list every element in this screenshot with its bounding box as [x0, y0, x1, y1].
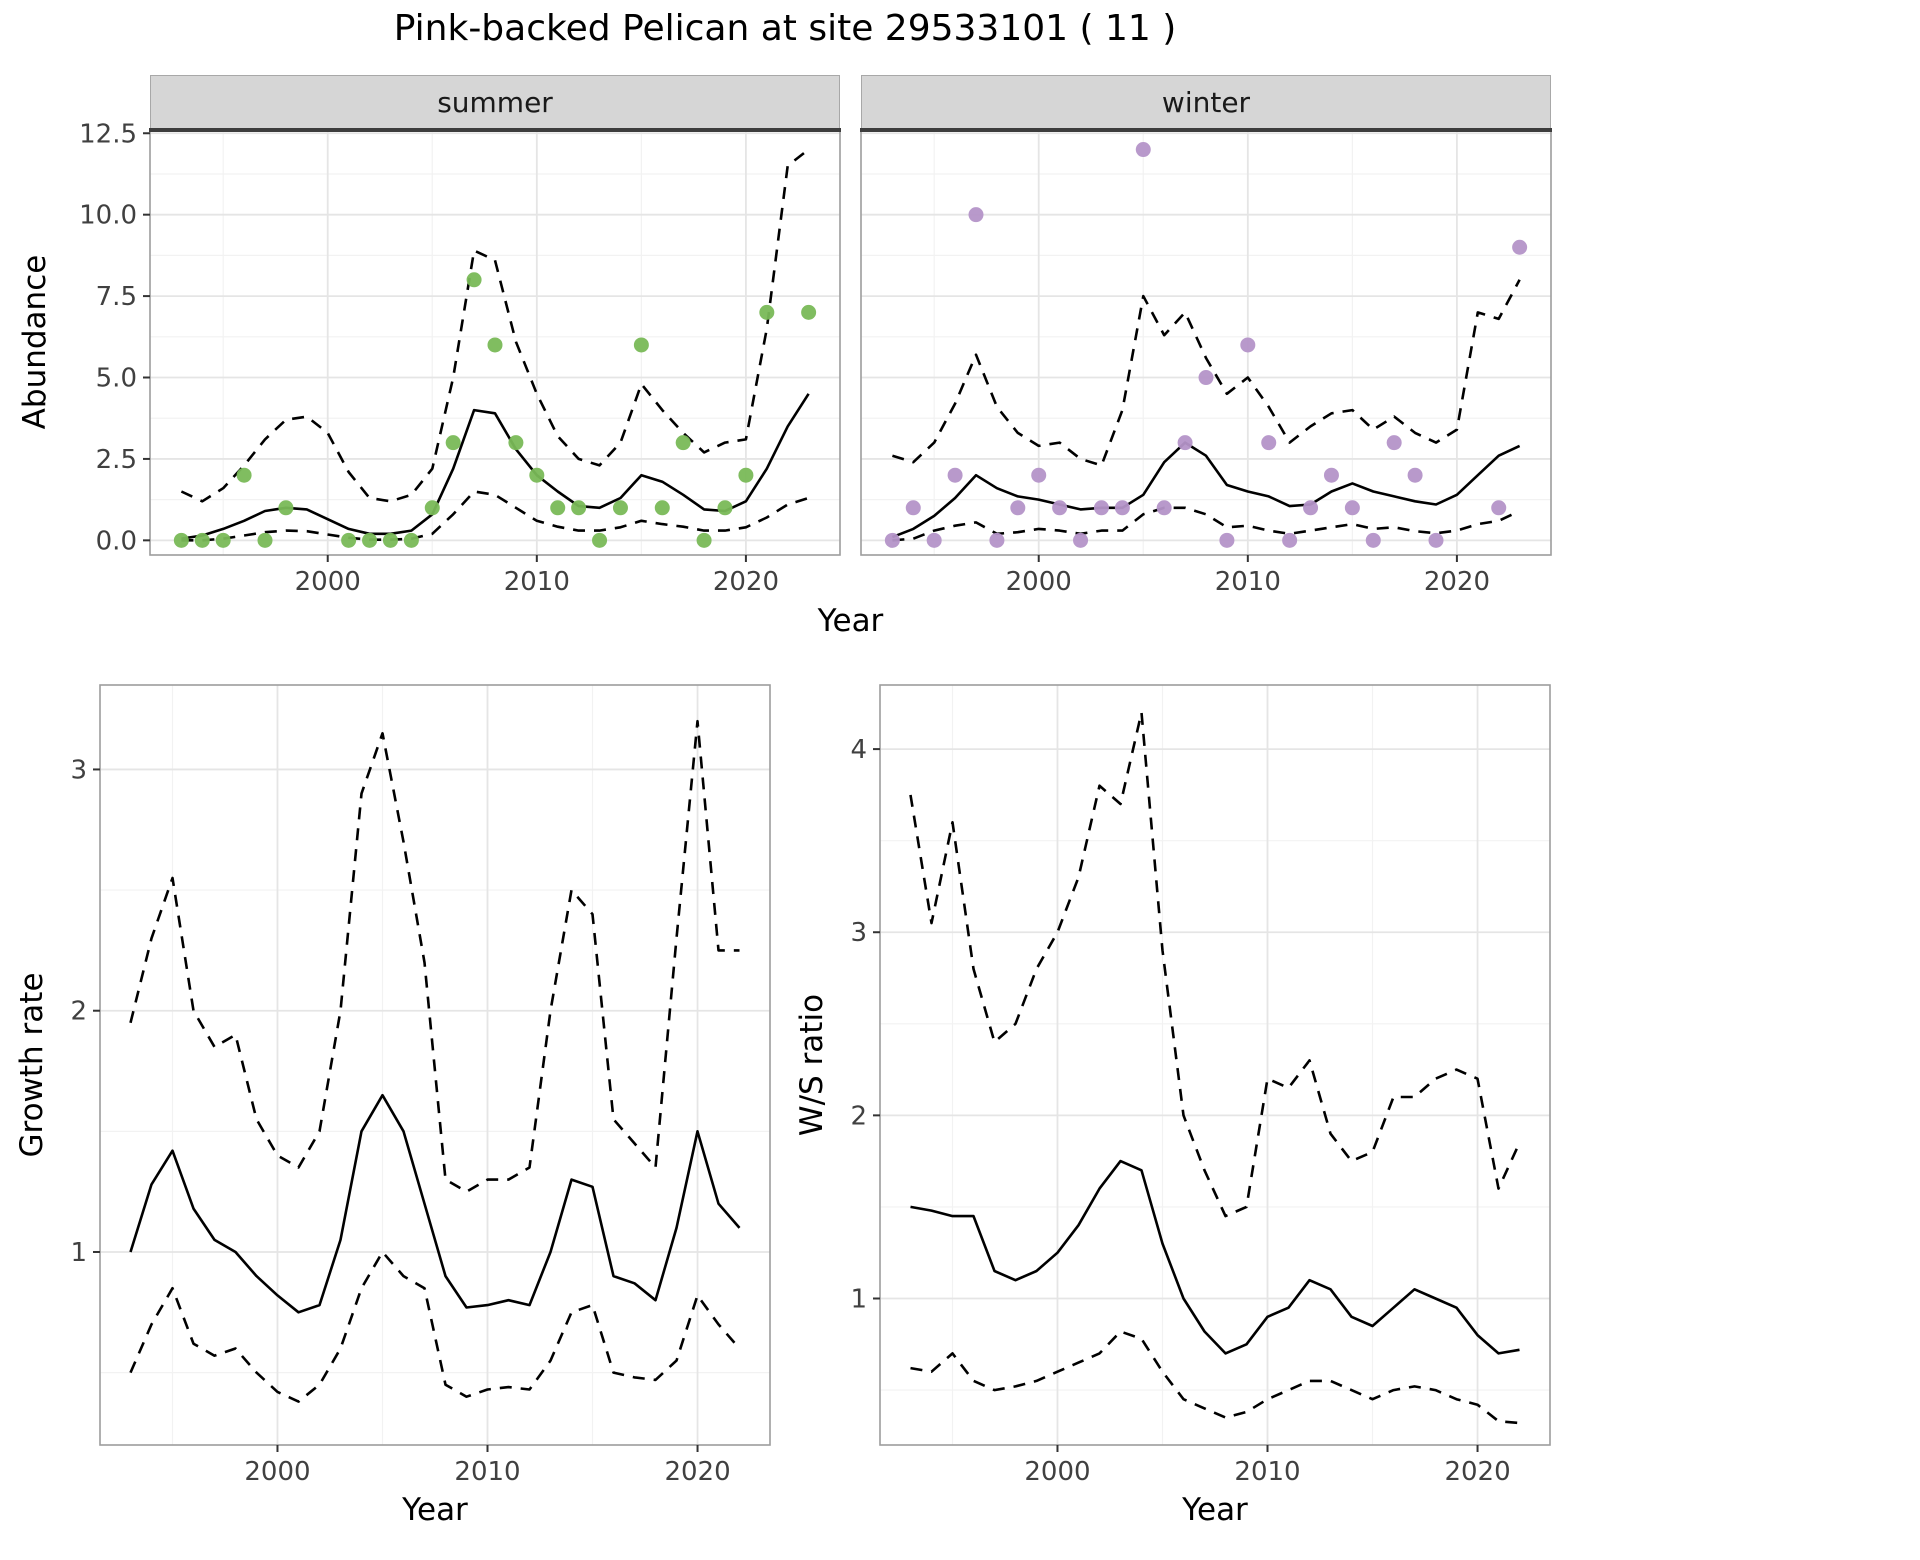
- upper-ci-line: [129, 719, 740, 1193]
- y-tick-label: 1: [850, 1284, 867, 1314]
- y-tick-label: 12.5: [79, 123, 137, 149]
- x-tick-label: 2000: [1006, 567, 1072, 597]
- lower-ci-line: [910, 1330, 1520, 1425]
- y-tick-label: 2: [70, 997, 87, 1027]
- abundance-winter-panel: 2000 2010 2020: [860, 128, 1552, 597]
- upper-ci-line: [180, 148, 810, 503]
- lower-ci-line: [129, 1250, 741, 1403]
- abundance-summer-panel: 2000 2010 2020 0.0 2.5 5.0 7.5 10.0 12.5: [79, 123, 841, 597]
- ws-ratio-panel: 2000 2010 2020 1 2 3 4: [850, 684, 1551, 1487]
- panel-border: [879, 684, 1551, 1446]
- x-tick-label: 2010: [504, 567, 570, 597]
- growth-rate-panel: 2000 2010 2020 1 2 3: [70, 684, 771, 1487]
- chart-title: Pink-backed Pelican at site 29533101 ( 1…: [393, 8, 1177, 49]
- x-tick-label: 2020: [713, 567, 779, 597]
- x-tick-label: 2000: [295, 567, 361, 597]
- y-tick-label: 3: [850, 918, 867, 948]
- x-tick-label: 2000: [1024, 1457, 1090, 1487]
- facet-label-summer: summer: [437, 86, 553, 119]
- y-tick-label: 4: [850, 735, 867, 765]
- x-tick-label: 2010: [1215, 567, 1281, 597]
- facet-strip-winter: winter: [861, 75, 1551, 130]
- gridlines: [150, 130, 840, 555]
- y-tick-label: 2.5: [96, 445, 137, 475]
- panel-background: [861, 130, 1551, 555]
- panel-background: [880, 685, 1550, 1445]
- x-tick-label: 2010: [1234, 1457, 1300, 1487]
- y-tick-label: 0.0: [96, 526, 137, 556]
- ws-ratio-x-axis-label: Year: [1182, 1492, 1248, 1528]
- y-tick-label: 7.5: [96, 282, 137, 312]
- x-tick-label: 2010: [454, 1457, 520, 1487]
- facet-strip-summer: summer: [150, 75, 840, 130]
- fit-line: [891, 441, 1521, 539]
- panel-border: [99, 684, 771, 1446]
- abundance-x-axis-label: Year: [817, 603, 884, 639]
- y-tick-label: 10.0: [79, 201, 137, 231]
- x-tick-label: 2020: [1424, 567, 1490, 597]
- growth-rate-y-axis-label: Growth rate: [14, 972, 50, 1158]
- y-tick-label: 2: [850, 1101, 867, 1131]
- fit-line: [129, 1093, 741, 1314]
- facet-label-winter: winter: [1161, 86, 1251, 119]
- lower-ci-line: [181, 490, 809, 542]
- observation-points: [173, 272, 817, 548]
- x-tick-label: 2020: [664, 1457, 730, 1487]
- gridlines: [100, 685, 770, 1445]
- abundance-y-axis-label: Abundance: [17, 254, 53, 430]
- ws-ratio-y-axis-label: W/S ratio: [794, 993, 830, 1137]
- fit-line: [910, 1159, 1520, 1355]
- y-tick-label: 5.0: [96, 364, 137, 394]
- observation-points: [884, 142, 1528, 548]
- gridlines: [880, 685, 1550, 1445]
- y-tick-label: 1: [70, 1238, 87, 1268]
- upper-ci-line: [892, 279, 1521, 467]
- upper-ci-line: [909, 711, 1521, 1218]
- y-tick-label: 3: [70, 755, 87, 785]
- x-tick-label: 2000: [244, 1457, 310, 1487]
- growth-rate-x-axis-label: Year: [402, 1492, 468, 1528]
- x-tick-label: 2020: [1444, 1457, 1510, 1487]
